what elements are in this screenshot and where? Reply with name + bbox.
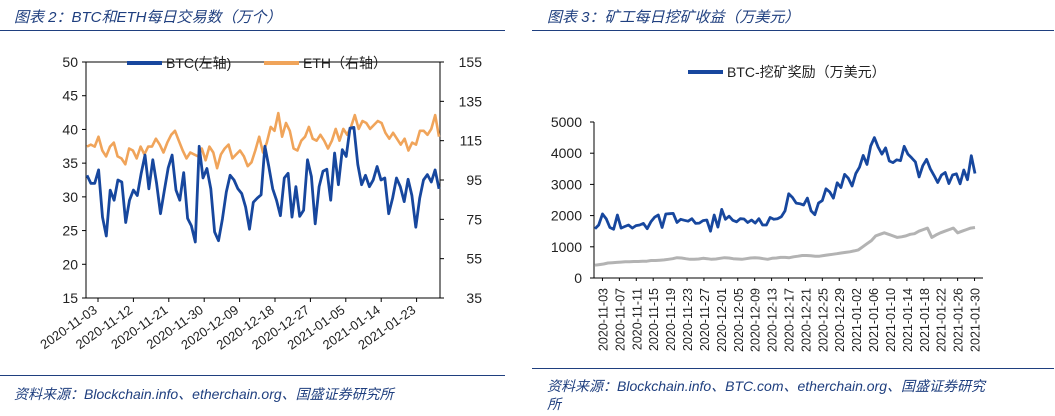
right-chart-x-tick-label: 2020-11-19 (664, 288, 678, 351)
right-chart-x-tick-label: 2020-12-21 (799, 288, 813, 352)
right-chart-x-tick-label: 2021-01-06 (867, 288, 881, 352)
legend-btc-label: BTC(左轴) (166, 55, 231, 71)
right-chart-x-tick-label: 2020-12-29 (833, 288, 847, 352)
left-y-tick-label: 20 (62, 256, 78, 272)
right-chart-x-tick-label: 2020-11-07 (613, 288, 627, 351)
right-chart-x-tick-label: 2021-01-02 (850, 288, 864, 352)
left-panel-title: 图表 2：BTC和ETH每日交易数（万个） (14, 9, 282, 26)
legend-eth-label: ETH（右轴） (303, 55, 387, 71)
right-chart-x-tick-label: 2021-01-22 (935, 288, 949, 352)
right-chart-y-tick-label: 5000 (551, 114, 582, 130)
eth-series-line (86, 111, 441, 170)
right-chart-y-tick-label: 2000 (551, 208, 582, 224)
right-chart-x-tick-label: 2021-01-18 (918, 288, 932, 352)
right-chart-x-tick-label: 2020-12-01 (715, 288, 729, 352)
left-y-tick-label: 15 (62, 290, 78, 306)
right-y-tick-label: 75 (466, 211, 482, 227)
left-y-tick-label: 40 (62, 121, 78, 137)
right-chart-x-tick-label: 2020-12-05 (732, 288, 746, 352)
right-source-note-line1: 资料来源：Blockchain.info、BTC.com、etherchain.… (547, 378, 986, 394)
right-chart-x-tick-label: 2021-01-10 (884, 288, 898, 352)
right-chart-y-tick-label: 1000 (551, 239, 582, 255)
right-y-tick-label: 155 (459, 54, 483, 70)
right-chart-x-tick-label: 2020-11-03 (596, 288, 610, 351)
right-source-rule (532, 368, 1054, 369)
left-title-rule (0, 30, 505, 31)
right-title-rule (532, 30, 1054, 31)
right-source-note-line2: 所 (547, 396, 561, 412)
right-y-tick-label: 35 (466, 290, 482, 306)
right-chart-x-tick-label: 2021-01-14 (901, 288, 915, 352)
right-chart-x-tick-label: 2020-11-15 (647, 288, 661, 351)
left-source-note: 资料来源：Blockchain.info、etherchain.org、国盛证券… (14, 386, 394, 402)
right-panel-title: 图表 3：矿工每日挖矿收益（万美元） (547, 9, 800, 26)
btc-mining-reward-line (594, 136, 977, 233)
right-chart-x-tick-label: 2021-01-30 (969, 288, 983, 352)
right-y-tick-label: 55 (466, 251, 482, 267)
right-y-tick-label: 115 (460, 133, 483, 149)
left-y-tick-label: 30 (62, 189, 78, 205)
gray-series-line (594, 226, 976, 267)
right-chart-y-tick-label: 3000 (551, 176, 582, 192)
right-chart-x-tick-label: 2020-11-23 (681, 288, 695, 351)
right-chart-x-tick-label: 2020-12-25 (816, 288, 830, 352)
left-y-tick-label: 25 (62, 223, 78, 239)
right-chart-x-tick-label: 2020-11-11 (630, 288, 644, 350)
right-chart-x-tick-label: 2020-12-09 (749, 288, 763, 352)
right-y-tick-label: 95 (466, 172, 482, 188)
right-chart-x-tick-label: 2020-12-17 (783, 288, 797, 352)
right-chart-y-tick-label: 0 (574, 270, 582, 286)
right-chart-x-tick-label: 2021-01-26 (952, 288, 966, 352)
right-chart-x-tick-label: 2020-12-13 (766, 288, 780, 352)
btc-series-line (85, 126, 441, 244)
legend-mining-label: BTC-挖矿奖励（万美元） (727, 64, 886, 80)
left-source-rule (0, 375, 505, 376)
right-y-tick-label: 135 (459, 93, 483, 109)
left-y-tick-label: 45 (62, 88, 78, 104)
right-chart-x-tick-label: 2020-11-27 (698, 288, 712, 351)
left-y-tick-label: 50 (62, 54, 78, 70)
right-chart-y-tick-label: 4000 (551, 145, 582, 161)
left-y-tick-label: 35 (62, 155, 78, 171)
